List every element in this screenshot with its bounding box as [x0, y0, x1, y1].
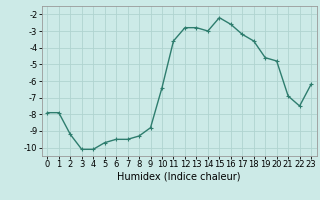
X-axis label: Humidex (Indice chaleur): Humidex (Indice chaleur) — [117, 172, 241, 182]
